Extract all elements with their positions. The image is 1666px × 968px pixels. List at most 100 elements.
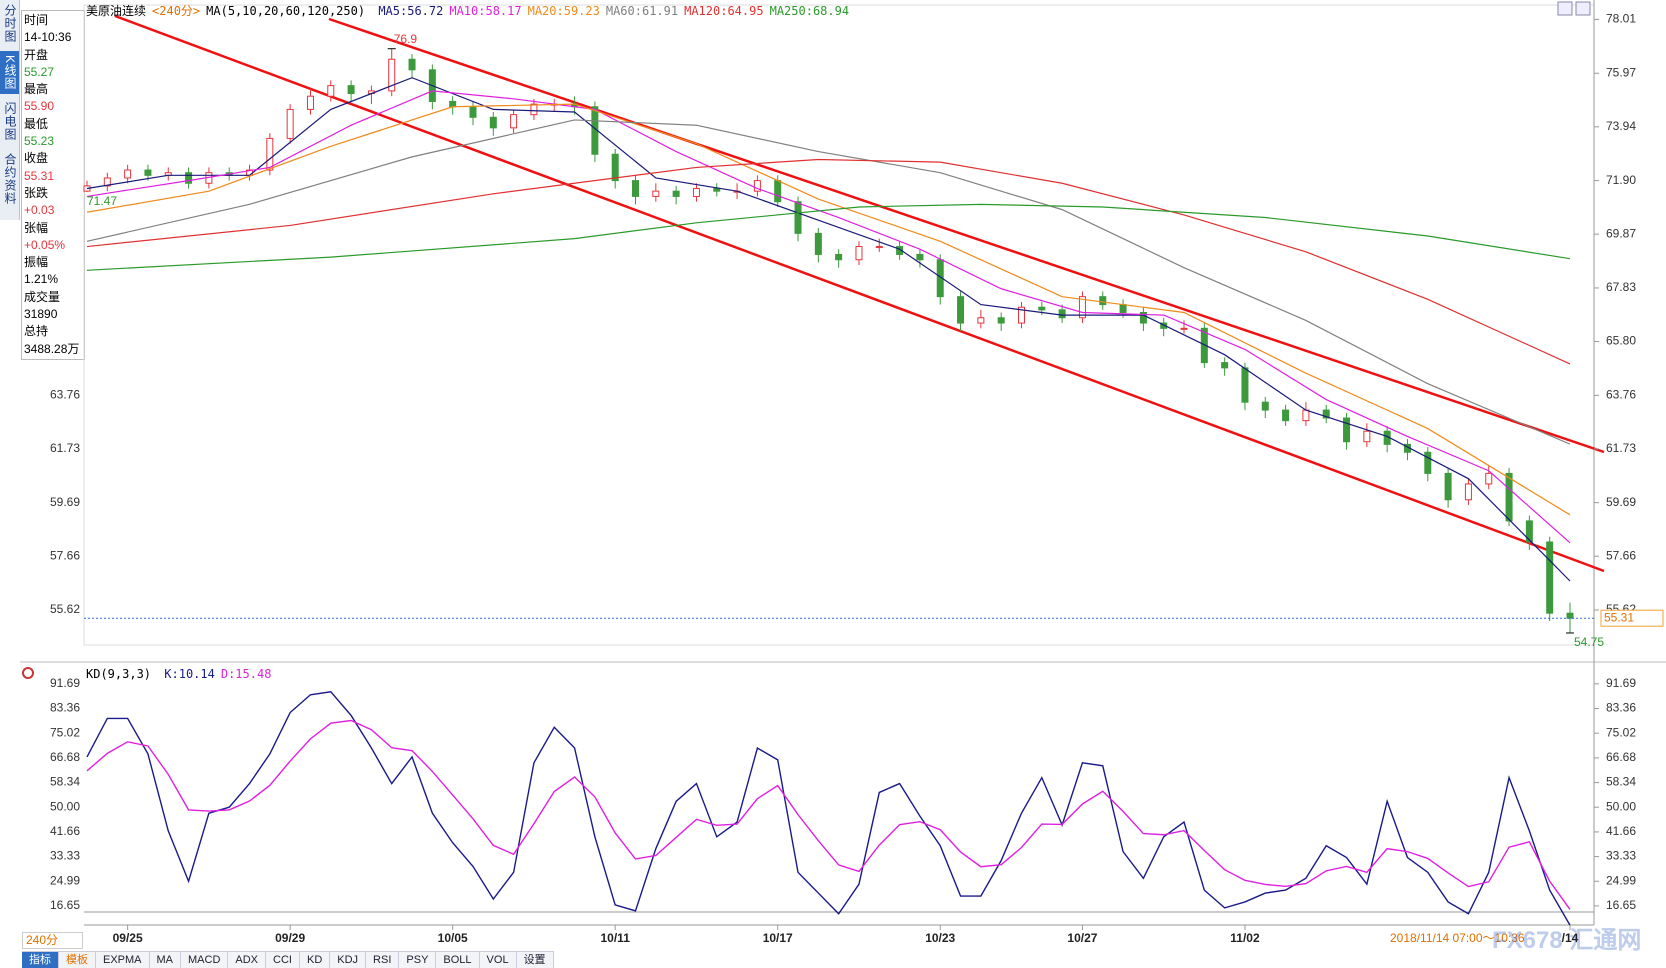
candle-body [510,114,518,129]
kd-line [86,719,1571,910]
y-tick-label: 66.68 [1606,750,1636,764]
y-tick-label: 59.69 [50,495,80,509]
info-label: 振幅 [24,255,49,270]
x-tick-label: 10/27 [1067,931,1097,945]
candle-body [977,317,985,324]
candle-body [1241,367,1249,403]
candle-body [185,172,193,184]
candle-body [327,85,335,97]
candle-body [388,58,396,92]
toolbar-tab[interactable]: CCI [266,952,300,968]
candle-body [1302,409,1310,422]
y-tick-label: 16.65 [50,898,80,912]
period-select[interactable]: 240分 [22,932,83,949]
candle-body [1099,296,1107,306]
y-tick-label: 33.33 [1606,849,1636,863]
toolbar-tab[interactable]: 模板 [59,952,96,968]
y-tick-label: 16.65 [1606,898,1636,912]
ma-line [86,90,1571,544]
legend-entry: MA10:58.17 [449,4,522,18]
candle-body [997,317,1005,324]
y-tick-label: 50.00 [50,799,80,813]
toolbar-tab[interactable]: RSI [366,952,400,968]
candle-body [489,116,497,129]
toolbar-tab[interactable]: EXPMA [96,952,150,968]
y-tick-label: 71.90 [1606,173,1636,187]
candle-body [1078,296,1086,319]
toolbar-tab[interactable]: KDJ [330,952,367,968]
y-tick-label: 91.69 [1606,676,1636,690]
kd-line [86,691,1571,926]
y-tick-label: 24.99 [50,873,80,887]
info-label: 最高 [24,82,49,97]
candle-body [632,180,640,197]
info-label: 成交量 [24,289,61,304]
candle-body [1139,311,1147,324]
toolbar-tab[interactable]: 设置 [517,952,554,968]
period: <240分> [152,4,201,18]
info-label: 张幅 [24,220,49,235]
legend-entry: MA60:61.91 [605,4,679,18]
y-tick-label: 65.80 [1606,334,1636,348]
info-value: 3488.28万 [24,341,80,356]
window-button[interactable] [1575,1,1591,16]
toolbar-tab[interactable]: MA [150,952,182,968]
tab[interactable]: 闪电图 [3,102,17,142]
candles [83,48,1574,633]
window-button[interactable] [1557,1,1573,16]
info-label: 开盘 [24,47,49,62]
info-label: 总持 [24,324,49,339]
info-value: 55.31 [24,168,55,183]
candle-body [1261,401,1269,411]
candle-body [1424,451,1432,474]
candle-body [1505,472,1513,522]
tab[interactable]: 合约资料 [3,153,17,206]
candle-body [1221,362,1229,369]
legend-entry: MA250:68.94 [769,4,850,18]
candle-body [469,106,477,118]
x-tick-label: 09/25 [113,931,143,945]
info-label: 最低 [24,116,49,131]
toolbar-tab[interactable]: BOLL [436,952,480,968]
y-tick-label: 75.02 [50,725,80,739]
legend-entry: K:10.14 [164,667,215,681]
y-tick-label: 57.66 [50,548,80,562]
y-tick-label: 61.73 [1606,441,1636,455]
y-tick-label: 33.33 [50,849,80,863]
toolbar-tab[interactable]: PSY [399,952,437,968]
toolbar-tab[interactable]: ADX [228,952,267,968]
candle-body [1464,483,1472,501]
candle-body [408,58,416,71]
y-tick-label: 24.99 [1606,873,1636,887]
gear-icon[interactable] [22,667,34,679]
y-tick-label: 69.87 [1606,226,1636,240]
candle-body [611,153,619,182]
candle-body [286,108,294,139]
ma-line [86,158,1571,365]
last-price-box [1600,609,1664,627]
toolbar-tab[interactable]: MACD [181,952,229,968]
x-tick-label: 10/17 [763,931,793,945]
candle-body [713,188,721,192]
tab[interactable]: 分时图 [3,4,17,43]
toolbar-tab[interactable]: KD [300,952,331,968]
candle-body [672,190,680,197]
ma-line [86,119,1571,445]
y-tick-label: 66.68 [50,750,80,764]
info-value: 31890 [24,307,58,322]
candle-body [1282,409,1290,422]
candle-body [306,95,314,110]
toolbar-tab[interactable]: 指标 [22,952,59,968]
ma-label: MA(5,10,20,60,120,250) [206,4,366,18]
ma-line [86,103,1571,516]
kd-legend: KD(9,3,3) K:10.14 D:15.48 [86,667,277,681]
tab[interactable]: K线图 [0,51,19,95]
y-tick-label: 55.62 [50,602,80,616]
y-tick-label: 61.73 [50,441,80,455]
instrument: 美原油连续 [86,4,147,18]
toolbar-tab[interactable]: VOL [480,952,517,968]
channel-upper [328,17,1605,454]
x-tick-label: 11/02 [1230,931,1260,945]
